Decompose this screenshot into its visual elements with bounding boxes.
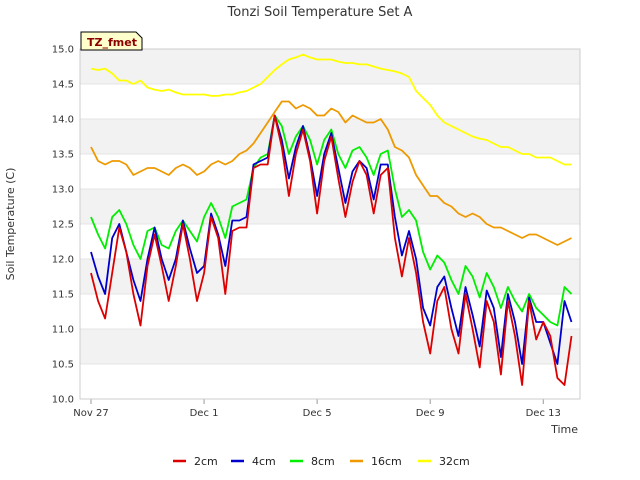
y-tick-label: 12.5 (52, 220, 74, 231)
badge-label: TZ_fmet (87, 36, 137, 49)
y-tick-label: 11.0 (52, 325, 74, 336)
grid-band (80, 154, 580, 189)
badge-box (80, 31, 143, 51)
y-tick-label: 15.0 (52, 45, 74, 56)
y-tick-label: 13.5 (52, 150, 74, 161)
series-line-8cm (90, 114, 573, 327)
y-tick-label: 11.5 (52, 290, 74, 301)
x-tick-label: Dec 1 (190, 408, 219, 419)
grid-bands (80, 49, 580, 400)
grid-band (80, 49, 580, 84)
x-tick-label: Nov 27 (73, 408, 108, 419)
y-tick-label: 12.0 (52, 255, 74, 266)
y-tick-label: 14.0 (52, 115, 74, 126)
series-line-2cm (90, 114, 573, 386)
x-tick-label: Dec 9 (416, 408, 445, 419)
grid-band (80, 189, 580, 224)
legend-label-32cm: 32cm (439, 455, 470, 468)
grid-band (80, 364, 580, 399)
series-line-16cm (90, 100, 572, 246)
y-tick-label: 10.5 (52, 360, 74, 371)
series-line-32cm (90, 53, 572, 166)
grid-band (80, 259, 580, 294)
x-tick-label: Dec 13 (526, 408, 561, 419)
legend-label-2cm: 2cm (194, 455, 218, 468)
legend-label-4cm: 4cm (252, 455, 276, 468)
y-tick-label: 14.5 (52, 80, 74, 91)
legend-label-16cm: 16cm (371, 455, 402, 468)
series-lines (90, 53, 573, 386)
series-line-4cm (90, 114, 573, 365)
y-axis: 10.0 10.5 11.0 11.5 12.0 12.5 13.0 13.5 14.0 14.5… (52, 45, 74, 406)
grid-band (80, 224, 580, 259)
legend: 2cm 4cm 8cm 16cm 32cm (173, 455, 470, 468)
chart-title: Tonzi Soil Temperature Set A (227, 5, 413, 20)
legend-label-8cm: 8cm (311, 455, 335, 468)
y-tick-label: 10.0 (52, 395, 74, 406)
y-tick-label: 13.0 (52, 185, 74, 196)
x-axis: Nov 27 Dec 1 Dec 5 Dec 9 Dec 13 (73, 399, 561, 419)
y-axis-label: Soil Temperature (C) (4, 168, 17, 281)
x-axis-label: Time (550, 423, 578, 436)
plot-frame (79, 48, 581, 400)
badge: TZ_fmet (80, 31, 143, 51)
x-tick-label: Dec 5 (303, 408, 332, 419)
